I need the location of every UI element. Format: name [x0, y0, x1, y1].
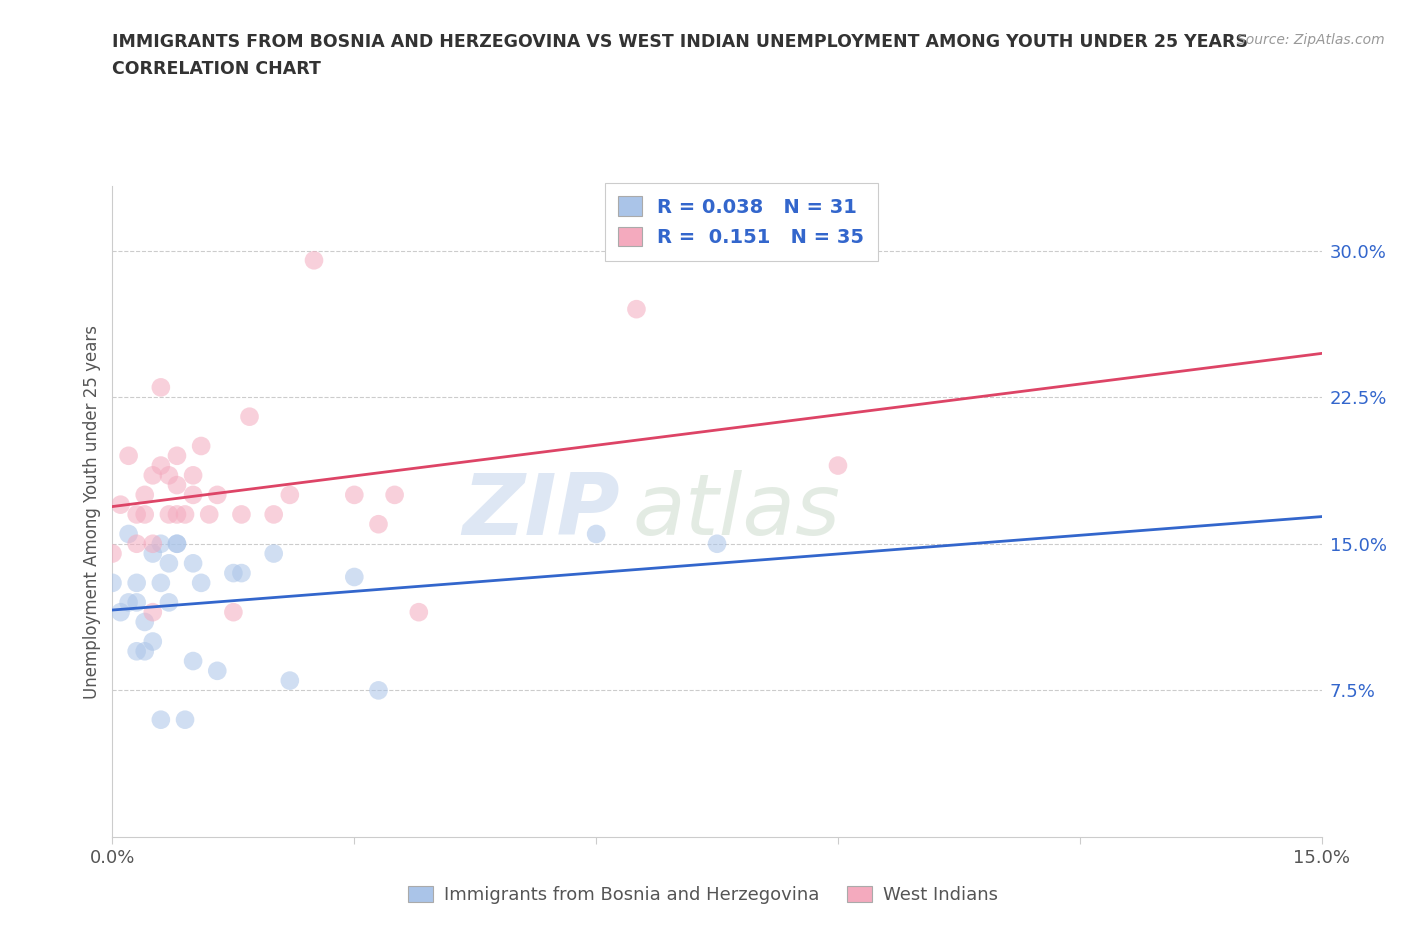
Text: Source: ZipAtlas.com: Source: ZipAtlas.com — [1237, 33, 1385, 46]
Point — [125, 537, 148, 551]
Point — [231, 507, 253, 522]
Point — [181, 556, 204, 571]
Point — [626, 301, 648, 316]
Point — [367, 683, 389, 698]
Point — [117, 595, 139, 610]
Point — [149, 537, 172, 551]
Point — [174, 712, 197, 727]
Point — [207, 663, 229, 678]
Point — [198, 507, 221, 522]
Point — [302, 253, 325, 268]
Point — [181, 468, 204, 483]
Point — [166, 537, 188, 551]
Point — [263, 507, 285, 522]
Point — [142, 604, 165, 619]
Point — [142, 537, 165, 551]
Point — [384, 487, 406, 502]
Point — [278, 487, 301, 502]
Point — [231, 565, 253, 580]
Point — [125, 507, 148, 522]
Point — [207, 487, 229, 502]
Point — [157, 556, 180, 571]
Point — [181, 654, 204, 669]
Text: atlas: atlas — [633, 470, 841, 553]
Point — [343, 569, 366, 584]
Point — [166, 478, 188, 493]
Point — [157, 468, 180, 483]
Point — [149, 712, 172, 727]
Text: ZIP: ZIP — [463, 470, 620, 553]
Point — [238, 409, 260, 424]
Point — [134, 615, 156, 630]
Point — [142, 546, 165, 561]
Point — [174, 507, 197, 522]
Point — [585, 526, 607, 541]
Point — [149, 458, 172, 473]
Text: CORRELATION CHART: CORRELATION CHART — [112, 60, 322, 78]
Point — [134, 644, 156, 658]
Point — [149, 576, 172, 591]
Point — [706, 537, 728, 551]
Point — [190, 576, 212, 591]
Point — [157, 595, 180, 610]
Point — [166, 507, 188, 522]
Point — [222, 565, 245, 580]
Point — [181, 487, 204, 502]
Point — [408, 604, 430, 619]
Point — [125, 644, 148, 658]
Point — [101, 576, 124, 591]
Point — [110, 498, 132, 512]
Point — [166, 448, 188, 463]
Point — [134, 487, 156, 502]
Point — [110, 604, 132, 619]
Point — [343, 487, 366, 502]
Point — [278, 673, 301, 688]
Point — [263, 546, 285, 561]
Point — [101, 546, 124, 561]
Point — [367, 517, 389, 532]
Y-axis label: Unemployment Among Youth under 25 years: Unemployment Among Youth under 25 years — [83, 325, 101, 698]
Point — [134, 507, 156, 522]
Point — [827, 458, 849, 473]
Point — [166, 537, 188, 551]
Legend: R = 0.038   N = 31, R =  0.151   N = 35: R = 0.038 N = 31, R = 0.151 N = 35 — [605, 182, 877, 260]
Text: IMMIGRANTS FROM BOSNIA AND HERZEGOVINA VS WEST INDIAN UNEMPLOYMENT AMONG YOUTH U: IMMIGRANTS FROM BOSNIA AND HERZEGOVINA V… — [112, 33, 1249, 50]
Point — [125, 595, 148, 610]
Point — [157, 507, 180, 522]
Point — [117, 526, 139, 541]
Legend: Immigrants from Bosnia and Herzegovina, West Indians: Immigrants from Bosnia and Herzegovina, … — [401, 879, 1005, 911]
Point — [125, 576, 148, 591]
Point — [117, 448, 139, 463]
Point — [149, 380, 172, 395]
Point — [190, 439, 212, 454]
Point — [222, 604, 245, 619]
Point — [142, 634, 165, 649]
Point — [142, 468, 165, 483]
